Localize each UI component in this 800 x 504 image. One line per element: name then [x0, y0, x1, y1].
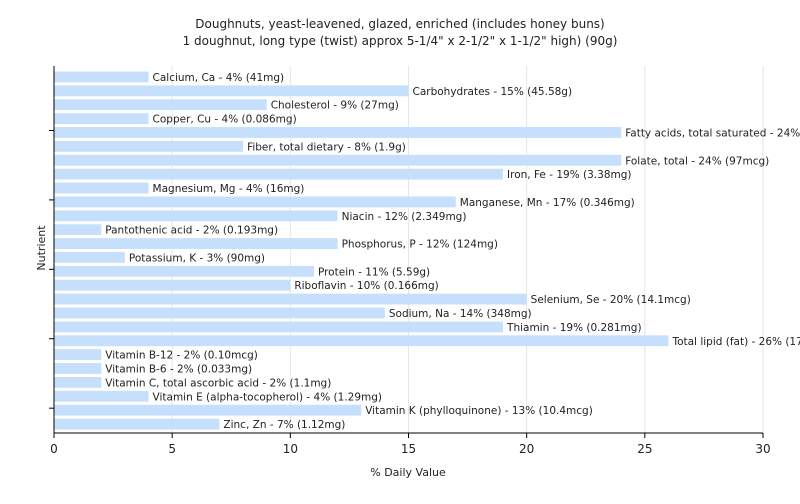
chart-title: Doughnuts, yeast-leavened, glazed, enric… — [195, 17, 604, 31]
bar-label: Sodium, Na - 14% (348mg) — [389, 308, 532, 320]
bar — [54, 252, 125, 263]
bar — [54, 418, 220, 430]
bar — [54, 182, 149, 194]
bar-label: Fiber, total dietary - 8% (1.9g) — [247, 141, 406, 153]
bar-label: Cholesterol - 9% (27mg) — [271, 100, 399, 112]
bar — [54, 127, 622, 138]
bar — [54, 335, 669, 347]
bar-label: Protein - 11% (5.59g) — [318, 266, 430, 278]
bar-label: Calcium, Ca - 4% (41mg) — [153, 72, 285, 84]
axes: 0 5 10 15 20 25 30 — [49, 66, 771, 456]
bar-label: Folate, total - 24% (97mcg) — [625, 155, 769, 167]
x-tick-label: 5 — [168, 442, 176, 456]
bar-labels: Calcium, Ca - 4% (41mg) Carbohydrates - 1… — [105, 72, 800, 431]
bar — [54, 140, 244, 152]
x-tick-label: 20 — [519, 442, 534, 456]
x-axis-label: % Daily Value — [370, 466, 446, 479]
bar — [54, 154, 622, 166]
bar — [54, 71, 149, 83]
bar — [54, 238, 338, 249]
bar — [54, 168, 504, 180]
bar-label: Vitamin C, total ascorbic acid - 2% (1.1… — [105, 377, 331, 389]
bar-label: Selenium, Se - 20% (14.1mcg) — [531, 294, 691, 306]
x-tick-label: 0 — [50, 442, 58, 456]
bar-label: Carbohydrates - 15% (45.58g) — [413, 86, 573, 98]
bar — [54, 376, 102, 388]
x-tick-label: 10 — [283, 442, 298, 456]
bar-label: Niacin - 12% (2.349mg) — [342, 211, 467, 223]
y-axis-label: Nutrient — [35, 225, 48, 271]
bar — [54, 293, 527, 305]
bar — [54, 265, 314, 277]
bar-label: Iron, Fe - 19% (3.38mg) — [507, 169, 631, 181]
x-tick-label: 30 — [755, 442, 770, 456]
bar — [54, 404, 362, 416]
bar — [54, 99, 267, 111]
bar — [54, 196, 456, 208]
bar-label: Total lipid (fat) - 26% (17.19g) — [671, 336, 800, 348]
bar — [54, 307, 385, 319]
bar — [54, 210, 338, 222]
bar-label: Phosphorus, P - 12% (124mg) — [342, 239, 498, 251]
bars — [54, 71, 669, 430]
bar-label: Magnesium, Mg - 4% (16mg) — [153, 183, 305, 195]
bar-label: Copper, Cu - 4% (0.086mg) — [153, 114, 297, 126]
bar — [54, 85, 409, 97]
bar-label: Pantothenic acid - 2% (0.193mg) — [105, 225, 278, 237]
bar-label: Vitamin B-6 - 2% (0.033mg) — [105, 364, 252, 376]
bar-label: Fatty acids, total saturated - 24% (4.89… — [625, 127, 800, 139]
bar-label: Zinc, Zn - 7% (1.12mg) — [223, 419, 345, 431]
bar — [54, 349, 102, 361]
bar — [54, 390, 149, 402]
bar — [54, 321, 504, 333]
bar-label: Thiamin - 19% (0.281mg) — [506, 322, 642, 334]
bar — [54, 363, 102, 374]
bar-label: Vitamin E (alpha-tocopherol) - 4% (1.29m… — [153, 391, 382, 403]
bar-label: Manganese, Mn - 17% (0.346mg) — [460, 197, 635, 209]
bar-label: Potassium, K - 3% (90mg) — [129, 252, 265, 264]
bar — [54, 113, 149, 125]
x-tick-label: 25 — [637, 442, 652, 456]
bar-label: Vitamin B-12 - 2% (0.10mcg) — [105, 350, 258, 362]
bar — [54, 279, 291, 291]
x-tick-label: 15 — [401, 442, 416, 456]
bar — [54, 224, 102, 236]
bar-label: Vitamin K (phylloquinone) - 13% (10.4mcg… — [365, 405, 593, 417]
bar-label: Riboflavin - 10% (0.166mg) — [294, 280, 438, 292]
chart-subtitle: 1 doughnut, long type (twist) approx 5-1… — [183, 34, 618, 48]
